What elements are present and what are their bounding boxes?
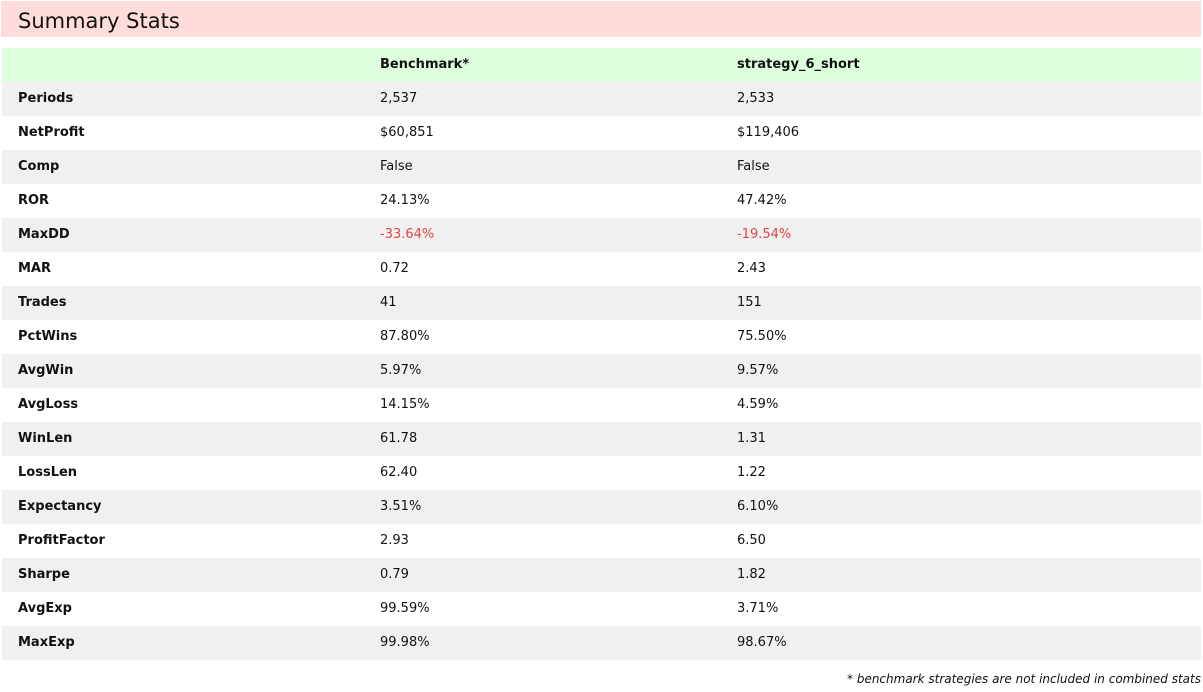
table-row: MaxDD -33.64% -19.54% (2, 218, 1201, 252)
metric-label: WinLen (18, 431, 73, 446)
benchmark-value: 5.97% (380, 363, 422, 378)
benchmark-value: False (380, 159, 413, 174)
benchmark-value: 99.98% (380, 635, 430, 650)
metric-label: Sharpe (18, 567, 70, 582)
benchmark-value: 14.15% (380, 397, 430, 412)
header-strategy: strategy_6_short (737, 57, 860, 72)
strategy-value: 1.22 (737, 465, 766, 480)
metric-label: MaxDD (18, 227, 70, 242)
strategy-value: 4.59% (737, 397, 779, 412)
metric-label: AvgLoss (18, 397, 79, 412)
header-benchmark: Benchmark* (380, 57, 470, 72)
table-row: WinLen 61.78 1.31 (2, 422, 1201, 456)
strategy-value: 1.31 (737, 431, 766, 446)
benchmark-value: 62.40 (380, 465, 418, 480)
summary-stats-table: Benchmark* strategy_6_short Periods 2,537… (2, 48, 1201, 660)
table-row: AvgWin 5.97% 9.57% (2, 354, 1201, 388)
strategy-value: 47.42% (737, 193, 787, 208)
table-row: LossLen 62.40 1.22 (2, 456, 1201, 490)
benchmark-value: -33.64% (380, 227, 435, 242)
benchmark-value: 3.51% (380, 499, 422, 514)
benchmark-value: 99.59% (380, 601, 430, 616)
metric-label: Comp (18, 159, 60, 174)
strategy-value: -19.54% (737, 227, 792, 242)
metric-label: AvgExp (18, 601, 72, 616)
metric-label: MaxExp (18, 635, 75, 650)
benchmark-value: 24.13% (380, 193, 430, 208)
strategy-value: 98.67% (737, 635, 787, 650)
metric-label: Trades (18, 295, 67, 310)
strategy-value: 75.50% (737, 329, 787, 344)
metric-label: PctWins (18, 329, 78, 344)
strategy-value: 6.50 (737, 533, 766, 548)
benchmark-value: 0.72 (380, 261, 409, 276)
page-title: Summary Stats (18, 9, 180, 33)
benchmark-value: 0.79 (380, 567, 409, 582)
table-row: ROR 24.13% 47.42% (2, 184, 1201, 218)
strategy-value: 1.82 (737, 567, 766, 582)
benchmark-value: 2.93 (380, 533, 409, 548)
benchmark-value: 2,537 (380, 91, 418, 106)
metric-label: ProfitFactor (18, 533, 105, 548)
strategy-value: 2.43 (737, 261, 766, 276)
title-bar: Summary Stats (1, 1, 1201, 37)
table-row: Periods 2,537 2,533 (2, 82, 1201, 116)
strategy-value: 6.10% (737, 499, 779, 514)
benchmark-value: 87.80% (380, 329, 430, 344)
metric-label: AvgWin (18, 363, 74, 378)
table-row: MAR 0.72 2.43 (2, 252, 1201, 286)
strategy-value: 3.71% (737, 601, 779, 616)
table-row: Comp False False (2, 150, 1201, 184)
table-row: Trades 41 151 (2, 286, 1201, 320)
table-row: ProfitFactor 2.93 6.50 (2, 524, 1201, 558)
table-row: Expectancy 3.51% 6.10% (2, 490, 1201, 524)
strategy-value: 151 (737, 295, 762, 310)
table-row: MaxExp 99.98% 98.67% (2, 626, 1201, 660)
table-row: NetProfit $60,851 $119,406 (2, 116, 1201, 150)
metric-label: LossLen (18, 465, 78, 480)
header-metric (2, 48, 364, 82)
strategy-value: $119,406 (737, 125, 800, 140)
strategy-value: 2,533 (737, 91, 775, 106)
benchmark-value: $60,851 (380, 125, 434, 140)
metric-label: Expectancy (18, 499, 102, 514)
table-row: AvgLoss 14.15% 4.59% (2, 388, 1201, 422)
metric-label: Periods (18, 91, 74, 106)
metric-label: ROR (18, 193, 50, 208)
table-row: Sharpe 0.79 1.82 (2, 558, 1201, 592)
table-row: AvgExp 99.59% 3.71% (2, 592, 1201, 626)
benchmark-value: 61.78 (380, 431, 418, 446)
benchmark-value: 41 (380, 295, 397, 310)
table-header-row: Benchmark* strategy_6_short (2, 48, 1201, 82)
metric-label: MAR (18, 261, 52, 276)
metric-label: NetProfit (18, 125, 85, 140)
strategy-value: 9.57% (737, 363, 779, 378)
strategy-value: False (737, 159, 770, 174)
footnote: * benchmark strategies are not included … (847, 672, 1201, 686)
table-row: PctWins 87.80% 75.50% (2, 320, 1201, 354)
table-body: Periods 2,537 2,533 NetProfit $60,851 $119,40… (2, 82, 1201, 660)
